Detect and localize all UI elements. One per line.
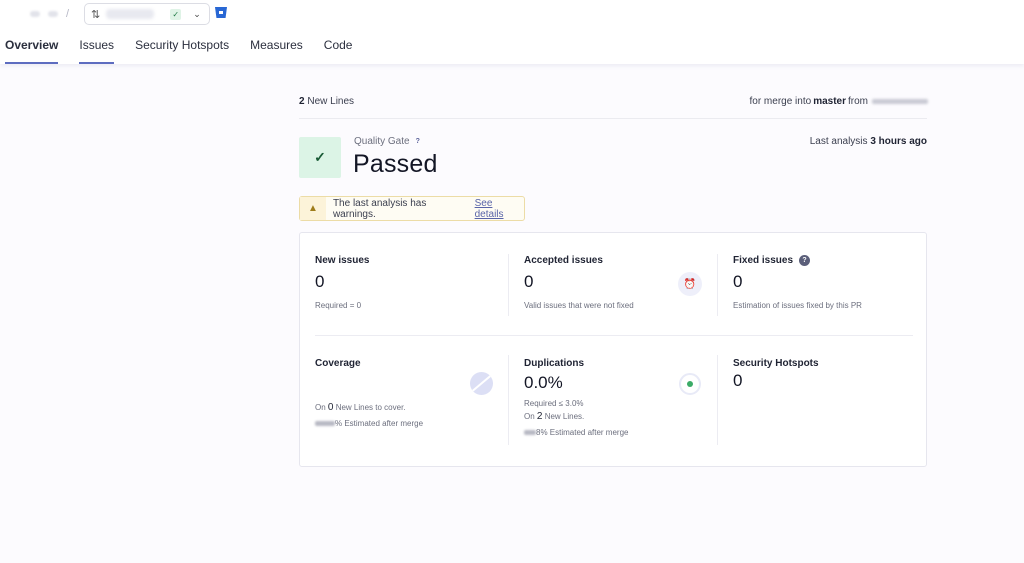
coverage-metric[interactable]: Coverage On 0 New Lines to cover. % Esti…	[315, 358, 423, 428]
warning-icon: ▲	[300, 197, 326, 220]
metric-title: New issues	[315, 255, 370, 266]
check-icon: ✓	[170, 8, 182, 20]
metric-title: Accepted issues	[524, 255, 603, 266]
tab-code[interactable]: Code	[323, 38, 353, 52]
quality-gate-status-icon: ✓	[299, 137, 341, 178]
coverage-estimate: % Estimated after merge	[315, 419, 423, 428]
quality-gate-status: Passed	[353, 150, 438, 178]
breadcrumb-separator: /	[66, 8, 70, 20]
new-lines-summary: 2 New Lines	[299, 96, 354, 107]
metric-sub: Estimation of issues fixed by this PR	[733, 301, 862, 311]
metric-title: Duplications	[524, 358, 585, 369]
see-details-link[interactable]: See details	[474, 197, 504, 220]
alarm-clock-icon: ⏰	[678, 272, 702, 296]
nav-tabs: Overview Issues Security Hotspots Measur…	[0, 38, 368, 64]
coverage-icon	[470, 372, 493, 395]
duplications-metric[interactable]: Duplications 0.0% Required ≤ 3.0% On 2 N…	[524, 358, 628, 437]
merge-prefix: for merge into	[749, 96, 812, 107]
on-label: On	[315, 403, 326, 412]
metric-sub: Required = 0	[315, 301, 362, 310]
help-icon[interactable]: ?	[415, 138, 420, 145]
lines-label: New Lines.	[544, 412, 585, 421]
tab-issues[interactable]: Issues	[74, 38, 119, 64]
divider	[299, 118, 927, 119]
warning-banner: ▲ The last analysis has warnings. See de…	[299, 196, 525, 221]
estimate-label: % Estimated after merge	[335, 419, 424, 428]
divider	[508, 355, 509, 445]
lines-count[interactable]: 0	[327, 402, 334, 413]
divider	[315, 335, 913, 336]
divider	[508, 254, 509, 316]
branch-selector[interactable]: ⇅ ✓ ⌄	[84, 3, 210, 25]
last-analysis: Last analysis 3 hours ago	[810, 136, 927, 147]
metric-value[interactable]: 0	[733, 272, 743, 292]
last-analysis-label: Last analysis	[809, 136, 868, 147]
new-lines-count: 2	[299, 96, 305, 107]
metric-required: Required ≤ 3.0%	[524, 399, 584, 408]
divider	[717, 254, 718, 316]
duplications-status-icon	[679, 373, 701, 395]
from-label: from	[848, 96, 868, 107]
source-branch	[872, 99, 928, 104]
metric-title: Security Hotspots	[733, 358, 819, 369]
quality-gate-label-text: Quality Gate	[354, 136, 410, 147]
metric-value[interactable]: 0.0%	[524, 373, 563, 392]
metric-value[interactable]: 0	[315, 272, 325, 291]
last-analysis-time: 3 hours ago	[870, 136, 927, 147]
metric-value[interactable]: 0	[733, 371, 743, 390]
security-hotspots-metric[interactable]: Security Hotspots 0	[733, 358, 819, 391]
tab-measures[interactable]: Measures	[250, 38, 303, 52]
breadcrumb-org[interactable]	[30, 11, 40, 17]
metric-value[interactable]: 0	[524, 272, 534, 291]
estimate-value	[524, 430, 536, 436]
quality-gate-label: Quality Gate ?	[354, 136, 420, 147]
tab-security-hotspots[interactable]: Security Hotspots	[135, 38, 230, 52]
new-issues-metric[interactable]: New issues 0 Required = 0	[315, 255, 369, 310]
divider	[717, 355, 718, 445]
breadcrumb: /	[30, 3, 69, 25]
estimate-label: 8% Estimated after merge	[536, 428, 629, 437]
tab-overview[interactable]: Overview	[0, 38, 63, 64]
target-branch: master	[813, 96, 846, 107]
breadcrumb-project[interactable]	[48, 11, 58, 17]
duplications-lines: On 2 New Lines.	[524, 411, 628, 422]
lines-count[interactable]: 2	[536, 411, 543, 422]
duplications-estimate: 8% Estimated after merge	[524, 428, 628, 437]
help-icon[interactable]: ?	[799, 255, 811, 266]
on-label: On	[524, 412, 535, 421]
top-bar: / ⇅ ✓ ⌄ Overview Issues Security Hotspot…	[0, 0, 1024, 64]
merge-info: for merge into master from	[749, 96, 928, 107]
new-lines-label: New Lines	[307, 96, 355, 107]
lines-label: New Lines to cover.	[335, 403, 406, 412]
fixed-issues-metric[interactable]: Fixed issues? 0 Estimation of issues fix…	[733, 255, 862, 310]
metrics-card: New issues 0 Required = 0 Accepted issue…	[299, 232, 927, 467]
pull-request-icon: ⇅	[91, 8, 101, 21]
metric-sub: Valid issues that were not fixed	[524, 301, 634, 310]
metric-title: Coverage	[315, 358, 361, 369]
bitbucket-icon[interactable]	[215, 7, 227, 18]
metric-title: Fixed issues?	[733, 255, 862, 266]
accepted-issues-metric[interactable]: Accepted issues 0 Valid issues that were…	[524, 255, 634, 310]
chevron-down-icon[interactable]: ⌄	[193, 8, 201, 19]
metric-title-text: Fixed issues	[733, 255, 794, 267]
estimate-value	[315, 421, 335, 427]
coverage-lines: On 0 New Lines to cover.	[315, 402, 423, 413]
warning-text: The last analysis has warnings.	[332, 197, 427, 220]
branch-name	[106, 9, 155, 19]
